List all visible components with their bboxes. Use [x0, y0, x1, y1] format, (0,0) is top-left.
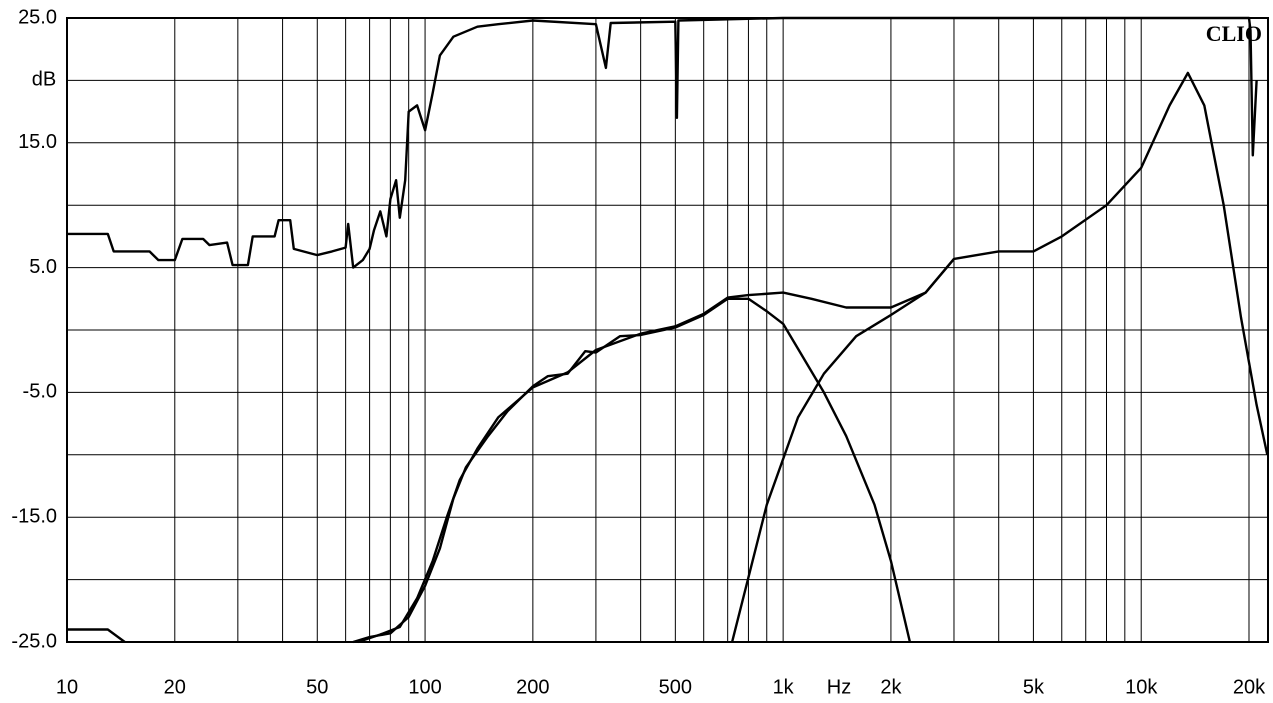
x-axis-label: Hz	[827, 676, 851, 698]
y-tick-label: -25.0	[11, 630, 57, 652]
chart-title: CLIO	[1206, 21, 1262, 46]
y-tick-label: -15.0	[11, 505, 57, 527]
x-tick-label: 2k	[880, 676, 902, 698]
y-tick-label: 5.0	[29, 256, 57, 278]
x-tick-label: 10	[56, 676, 78, 698]
x-tick-label: 200	[516, 676, 549, 698]
y-tick-label: 25.0	[18, 6, 57, 28]
series-line	[67, 297, 912, 644]
y-tick-label: 15.0	[18, 131, 57, 153]
x-tick-label: 20k	[1233, 676, 1266, 698]
y-axis-label: dB	[32, 68, 56, 90]
x-tick-label: 10k	[1125, 676, 1158, 698]
y-tick-label: -5.0	[23, 381, 57, 403]
x-tick-label: 500	[659, 676, 692, 698]
x-tick-label: 20	[164, 676, 186, 698]
x-tick-label: 50	[306, 676, 328, 698]
x-tick-label: 100	[408, 676, 441, 698]
plot-frame	[66, 17, 1269, 643]
series-line	[730, 71, 1269, 643]
series-line	[67, 16, 1258, 269]
x-tick-label: 5k	[1023, 676, 1045, 698]
series-line	[357, 258, 955, 644]
x-tick-label: 1k	[773, 676, 795, 698]
